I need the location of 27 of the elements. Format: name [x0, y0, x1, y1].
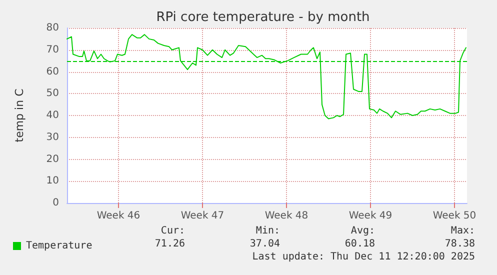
y-tick-label: 80: [46, 22, 59, 34]
line-series: [66, 34, 466, 120]
y-tick-label: 0: [52, 198, 59, 208]
y-tick-label: 30: [46, 132, 59, 143]
y-axis-title: temp in C: [13, 88, 26, 142]
x-tick-label: Week 47: [180, 210, 224, 222]
chart-title: RPi core temperature - by month: [156, 10, 370, 25]
x-tick-label: Week 50: [432, 210, 476, 222]
text: 71.26: [154, 238, 186, 250]
x-tick-label: Week 46: [96, 210, 140, 222]
text: Cur:: [160, 226, 186, 236]
text: Last update: Thu Dec 11 12:20:00 2025: [252, 252, 476, 262]
text: 60.18: [344, 238, 376, 250]
text: Avg:: [350, 226, 376, 236]
x-tick-label: Week 48: [264, 210, 308, 222]
legend-label: Temperature: [26, 240, 92, 252]
y-tick-label: 60: [46, 66, 59, 78]
y-tick-label: 50: [46, 88, 59, 100]
x-tick-label: Week 49: [348, 210, 392, 222]
text: 78.38: [444, 238, 476, 250]
y-tick-label: 70: [46, 44, 59, 56]
text: Min:: [256, 226, 280, 236]
y-tick-label: 10: [46, 176, 59, 187]
text: 37.04: [250, 238, 280, 250]
y-tick-label: 20: [46, 154, 59, 165]
text: Max:: [450, 226, 476, 236]
y-tick-label: 40: [46, 110, 59, 121]
